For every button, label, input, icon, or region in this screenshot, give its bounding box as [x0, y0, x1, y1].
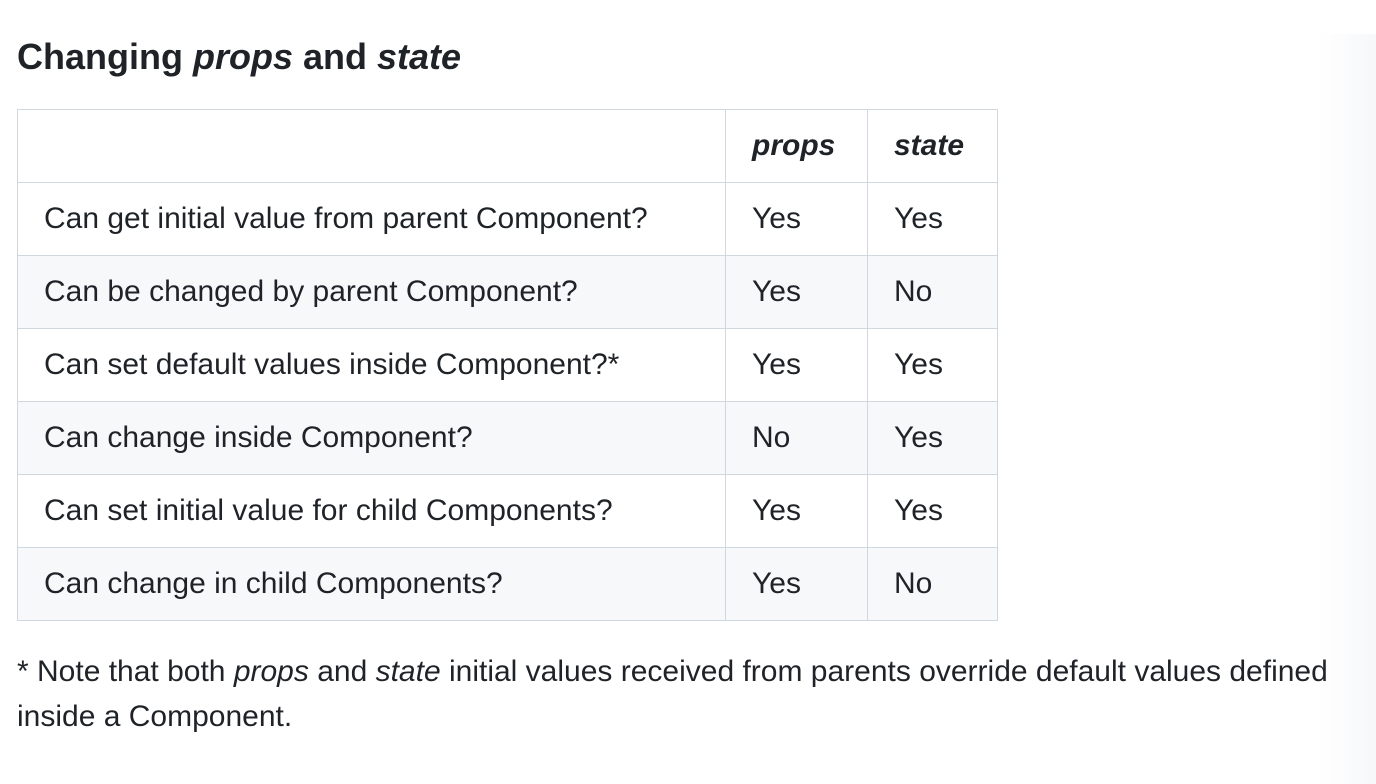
footnote-props-term: props — [233, 655, 309, 688]
header-cell-empty — [17, 109, 726, 183]
props-value-cell: No — [725, 401, 868, 475]
footnote-text-mid: and — [308, 655, 376, 688]
question-cell: Can change in child Components? — [17, 547, 726, 621]
state-value-cell: Yes — [867, 328, 998, 402]
state-value-cell: No — [867, 255, 998, 329]
question-cell: Can set initial value for child Componen… — [17, 474, 726, 548]
table-row: Can get initial value from parent Compon… — [17, 182, 998, 256]
question-cell: Can be changed by parent Component? — [17, 255, 726, 329]
page-title-props-term: props — [192, 36, 293, 77]
table-row: Can be changed by parent Component? Yes … — [17, 255, 998, 329]
state-value-cell: Yes — [867, 182, 998, 256]
header-cell-props: props — [725, 109, 868, 183]
footnote: * Note that both props and state initial… — [17, 649, 1359, 739]
state-value-cell: No — [867, 547, 998, 621]
props-value-cell: Yes — [725, 328, 868, 402]
props-value-cell: Yes — [725, 255, 868, 329]
footnote-state-term: state — [375, 655, 441, 688]
state-value-cell: Yes — [867, 401, 998, 475]
table-row: Can change in child Components? Yes No — [17, 547, 998, 621]
question-cell: Can change inside Component? — [17, 401, 726, 475]
props-value-cell: Yes — [725, 182, 868, 256]
table-header-row: props state — [17, 109, 998, 183]
header-cell-state: state — [867, 109, 998, 183]
table-row: Can set initial value for child Componen… — [17, 474, 998, 548]
table-row: Can set default values inside Component?… — [17, 328, 998, 402]
props-value-cell: Yes — [725, 547, 868, 621]
question-cell: Can set default values inside Component?… — [17, 328, 726, 402]
page-title-text-mid: and — [293, 36, 378, 77]
footnote-text-start: * Note that both — [17, 655, 234, 688]
document-content: Changing props and state props state Can… — [0, 34, 1376, 784]
page-title: Changing props and state — [17, 34, 1359, 79]
props-value-cell: Yes — [725, 474, 868, 548]
state-value-cell: Yes — [867, 474, 998, 548]
page-title-text: Changing — [17, 36, 193, 77]
question-cell: Can get initial value from parent Compon… — [17, 182, 726, 256]
footnote-text-end: initial values received from parents ove… — [17, 655, 1328, 733]
table-row: Can change inside Component? No Yes — [17, 401, 998, 475]
props-state-comparison-table: props state Can get initial value from p… — [17, 109, 998, 621]
page-title-state-term: state — [377, 36, 462, 77]
